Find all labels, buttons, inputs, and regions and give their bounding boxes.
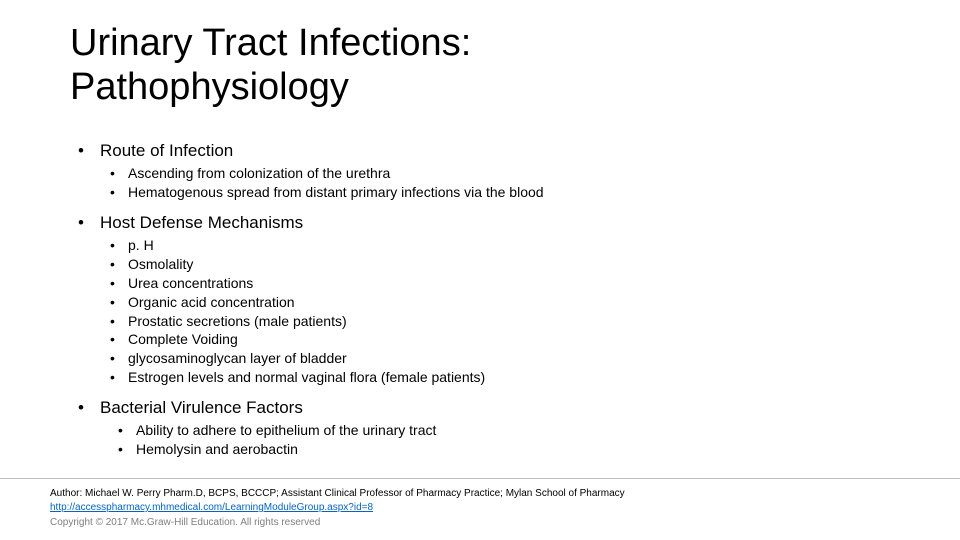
bullet-icon: • bbox=[110, 255, 128, 274]
list-item: •Complete Voiding bbox=[110, 330, 900, 349]
footer-link[interactable]: http://accesspharmacy.mhmedical.com/Lear… bbox=[50, 502, 373, 513]
list-item: •glycosaminoglycan layer of bladder bbox=[110, 349, 900, 368]
bullet-icon: • bbox=[110, 368, 128, 387]
list-item-text: p. H bbox=[128, 236, 154, 255]
bullet-icon: • bbox=[110, 293, 128, 312]
list-item: •Hematogenous spread from distant primar… bbox=[110, 183, 900, 202]
bullet-icon: • bbox=[110, 349, 128, 368]
section-heading: Bacterial Virulence Factors bbox=[100, 397, 303, 419]
bullet-icon: • bbox=[78, 212, 100, 234]
bullet-icon: • bbox=[110, 274, 128, 293]
bullet-icon: • bbox=[110, 164, 128, 183]
sub-list: •p. H •Osmolality •Urea concentrations •… bbox=[78, 236, 900, 387]
list-item-text: Urea concentrations bbox=[128, 274, 253, 293]
list-item: •Prostatic secretions (male patients) bbox=[110, 312, 900, 331]
list-item: •Urea concentrations bbox=[110, 274, 900, 293]
bullet-icon: • bbox=[118, 421, 136, 440]
section: • Route of Infection •Ascending from col… bbox=[78, 140, 900, 202]
list-item-text: glycosaminoglycan layer of bladder bbox=[128, 349, 347, 368]
title-line-1: Urinary Tract Infections: bbox=[70, 22, 471, 64]
list-item: •Hemolysin and aerobactin bbox=[118, 440, 900, 459]
footer: Author: Michael W. Perry Pharm.D, BCPS, … bbox=[0, 478, 960, 540]
list-item: •Ability to adhere to epithelium of the … bbox=[118, 421, 900, 440]
section-heading: Route of Infection bbox=[100, 140, 233, 162]
bullet-icon: • bbox=[118, 440, 136, 459]
list-item-text: Hematogenous spread from distant primary… bbox=[128, 183, 544, 202]
section-heading-row: • Route of Infection bbox=[78, 140, 900, 162]
section-heading-row: • Bacterial Virulence Factors bbox=[78, 397, 900, 419]
list-item-text: Prostatic secretions (male patients) bbox=[128, 312, 347, 331]
slide-content: • Route of Infection •Ascending from col… bbox=[78, 140, 900, 469]
list-item: •p. H bbox=[110, 236, 900, 255]
slide: Urinary Tract Infections: Pathophysiolog… bbox=[0, 0, 960, 540]
bullet-icon: • bbox=[78, 397, 100, 419]
section: • Host Defense Mechanisms •p. H •Osmolal… bbox=[78, 212, 900, 387]
slide-title: Urinary Tract Infections: Pathophysiolog… bbox=[70, 22, 471, 109]
title-line-2: Pathophysiology bbox=[70, 66, 349, 108]
sub-list: •Ascending from colonization of the uret… bbox=[78, 164, 900, 202]
list-item-text: Estrogen levels and normal vaginal flora… bbox=[128, 368, 485, 387]
section-heading-row: • Host Defense Mechanisms bbox=[78, 212, 900, 234]
bullet-icon: • bbox=[78, 140, 100, 162]
section: • Bacterial Virulence Factors •Ability t… bbox=[78, 397, 900, 459]
sub-list: •Ability to adhere to epithelium of the … bbox=[86, 421, 900, 459]
bullet-icon: • bbox=[110, 312, 128, 331]
list-item: •Ascending from colonization of the uret… bbox=[110, 164, 900, 183]
bullet-icon: • bbox=[110, 183, 128, 202]
list-item: •Organic acid concentration bbox=[110, 293, 900, 312]
section-heading: Host Defense Mechanisms bbox=[100, 212, 303, 234]
footer-author: Author: Michael W. Perry Pharm.D, BCPS, … bbox=[50, 487, 910, 502]
list-item-text: Ascending from colonization of the ureth… bbox=[128, 164, 390, 183]
list-item: •Estrogen levels and normal vaginal flor… bbox=[110, 368, 900, 387]
bullet-icon: • bbox=[110, 236, 128, 255]
bullet-icon: • bbox=[110, 330, 128, 349]
list-item-text: Hemolysin and aerobactin bbox=[136, 440, 298, 459]
list-item-text: Organic acid concentration bbox=[128, 293, 295, 312]
list-item: •Osmolality bbox=[110, 255, 900, 274]
list-item-text: Complete Voiding bbox=[128, 330, 238, 349]
list-item-text: Ability to adhere to epithelium of the u… bbox=[136, 421, 436, 440]
footer-copyright: Copyright © 2017 Mc.Graw-Hill Education.… bbox=[50, 516, 910, 531]
list-item-text: Osmolality bbox=[128, 255, 193, 274]
